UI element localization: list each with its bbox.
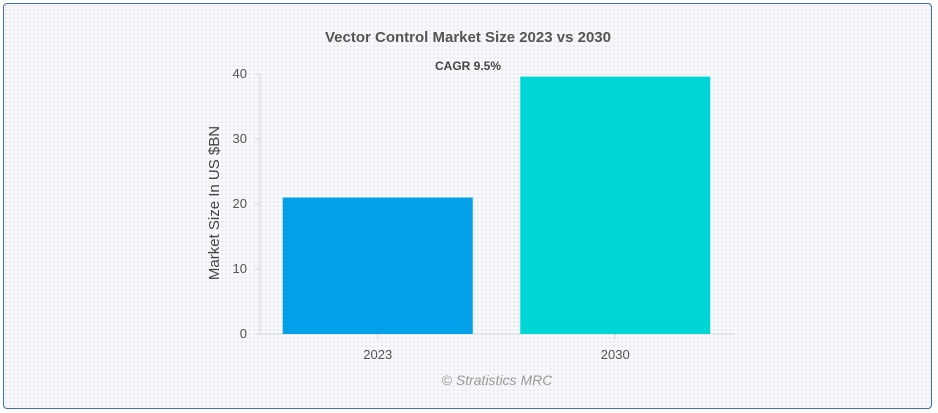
credit-text: © Stratistics MRC — [442, 372, 554, 388]
y-tick-label: 40 — [233, 66, 247, 81]
y-tick-label: 30 — [233, 131, 247, 146]
x-tick-label: 2023 — [363, 347, 392, 362]
y-tick-label: 0 — [240, 326, 247, 341]
x-tick-label: 2030 — [601, 347, 630, 362]
chart-title: Vector Control Market Size 2023 vs 2030 — [325, 29, 611, 46]
bar-2023 — [282, 197, 473, 334]
bars — [282, 76, 711, 334]
y-axis-label: Market Size In US $BN — [206, 126, 223, 280]
y-axis: 0 10 20 30 40 — [233, 66, 261, 341]
bar-2030 — [520, 76, 711, 334]
chart-subtitle: CAGR 9.5% — [435, 59, 501, 73]
x-axis: 2023 2030 — [260, 333, 735, 362]
y-tick-label: 10 — [233, 261, 247, 276]
y-tick-label: 20 — [233, 196, 247, 211]
